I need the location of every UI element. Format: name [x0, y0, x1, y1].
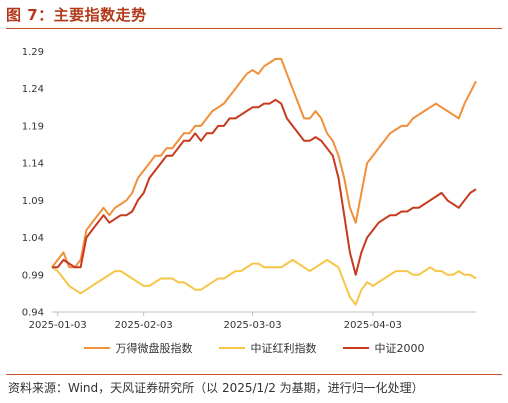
y-tick-label-0: 0.94 [22, 308, 44, 319]
legend-swatch-hongli [218, 347, 245, 349]
x-tick-label-1: 2025-02-03 [115, 320, 173, 331]
x-tick-label-0: 2025-01-03 [29, 320, 87, 331]
y-tick-label-1: 0.99 [22, 270, 44, 281]
footnote-rule [6, 374, 502, 375]
series-line-wande [51, 57, 477, 269]
legend-swatch-2000 [342, 347, 369, 349]
series-line-hongli [51, 258, 477, 306]
legend-item-2000: 中证2000 [342, 340, 425, 356]
y-tick-label-2: 1.04 [22, 233, 44, 244]
legend-label-hongli: 中证红利指数 [250, 342, 317, 355]
y-tick-label-5: 1.19 [22, 121, 44, 132]
x-tick-label-3: 2025-04-03 [344, 320, 402, 331]
chart-legend: 万得微盘股指数 中证红利指数 中证2000 [0, 340, 508, 356]
legend-swatch-wande [83, 347, 110, 349]
y-tick-label-7: 1.29 [22, 47, 44, 58]
y-tick-label-3: 1.09 [22, 196, 44, 207]
legend-label-wande: 万得微盘股指数 [115, 342, 193, 355]
legend-label-2000: 中证2000 [374, 342, 425, 355]
x-tick-label-2: 2025-03-03 [223, 320, 281, 331]
y-tick-label-6: 1.24 [22, 84, 44, 95]
figure-title: 图 7：主要指数走势 [6, 6, 147, 24]
line-chart: 0.94 0.99 1.04 1.09 1.14 1.19 1.24 1.29 2025-01-… [22, 47, 477, 331]
series-line-zz2000 [52, 98, 477, 276]
legend-item-wande: 万得微盘股指数 [83, 340, 193, 356]
y-tick-label-4: 1.14 [22, 159, 44, 170]
legend-item-hongli: 中证红利指数 [218, 340, 317, 356]
source-footnote: 资料来源：Wind，天风证券研究所（以 2025/1/2 为基期，进行归一化处理… [8, 381, 424, 395]
title-rule [6, 28, 502, 29]
